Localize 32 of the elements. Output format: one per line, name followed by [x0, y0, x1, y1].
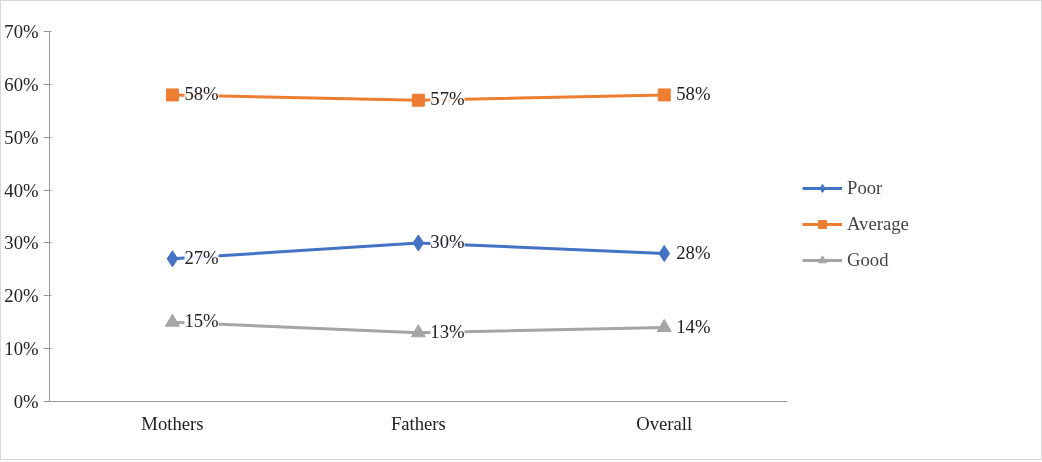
- point: [658, 245, 671, 262]
- data-label: 58%: [184, 82, 219, 104]
- y-tick-label: 60%: [4, 73, 39, 95]
- data-label: 57%: [430, 88, 465, 110]
- y-tick-label: 10%: [4, 338, 39, 360]
- legend-label: Good: [847, 249, 889, 271]
- y-tick-label: 40%: [4, 179, 39, 201]
- data-label: 13%: [430, 320, 465, 342]
- y-tick-label: 70%: [4, 21, 39, 42]
- point: [657, 88, 671, 102]
- data-label: 15%: [184, 310, 219, 332]
- data-label: 27%: [184, 246, 219, 268]
- y-tick-label: 20%: [4, 285, 39, 307]
- x-tick-label: Mothers: [141, 412, 204, 434]
- point: [166, 250, 179, 268]
- data-label: 58%: [676, 82, 711, 104]
- point: [165, 88, 179, 102]
- point: [410, 324, 426, 338]
- data-label: 14%: [676, 315, 711, 337]
- y-tick-label: 50%: [4, 126, 39, 148]
- x-tick-label: Overall: [636, 412, 693, 434]
- x-tick-label: Fathers: [390, 412, 446, 434]
- point: [656, 318, 672, 333]
- point: [411, 93, 425, 107]
- y-tick-label: 30%: [4, 232, 39, 254]
- data-label: 30%: [430, 230, 465, 252]
- y-tick-label: 0%: [13, 391, 39, 412]
- point: [412, 234, 425, 252]
- legend-label: Poor: [847, 177, 883, 199]
- data-label: 28%: [676, 241, 711, 263]
- legend-label: Average: [847, 213, 909, 235]
- point: [164, 313, 180, 327]
